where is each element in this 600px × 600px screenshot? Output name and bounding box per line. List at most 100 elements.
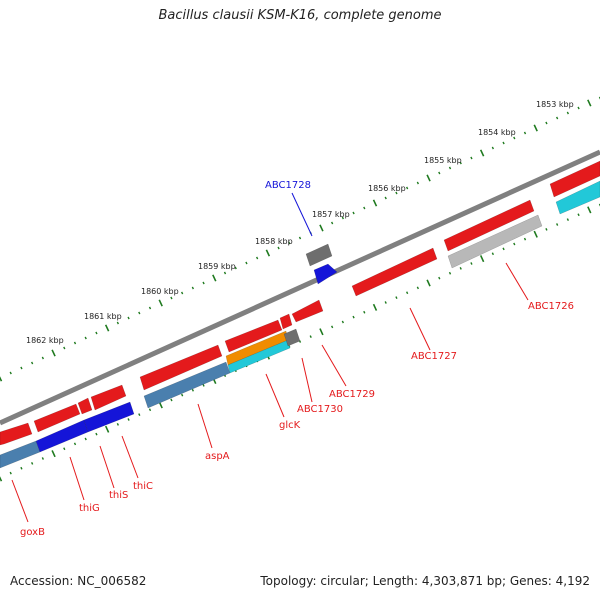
outer-scale-tick-46 (491, 146, 494, 150)
inner-scale-tick-54 (577, 213, 580, 217)
gene-label-abc1726[interactable]: ABC1726 (528, 301, 574, 312)
inner-scale-tick-41 (438, 276, 441, 280)
gene-label-abc1727[interactable]: ABC1727 (411, 351, 457, 362)
gene-thig-arrow[interactable] (33, 403, 81, 433)
outer-scale-tick-42 (448, 166, 452, 170)
gene-glck-arrow[interactable] (224, 319, 283, 353)
outer-scale-tick-45 (479, 149, 485, 157)
inner-scale-tick-36 (384, 301, 387, 304)
outer-scale-tick-35 (372, 199, 378, 207)
gene-abc1730-gray-bar[interactable] (283, 328, 301, 347)
leader-thig (69, 456, 85, 501)
inner-scale-tick-3 (31, 461, 34, 465)
gene-this-arrow[interactable] (77, 397, 93, 415)
inner-scale-tick-45 (479, 255, 485, 263)
genome-backbone (0, 149, 600, 426)
gene-abc1727-arrow[interactable] (351, 247, 438, 297)
gene-abc1729-arrow[interactable] (291, 299, 324, 323)
inner-scale-tick-50 (533, 230, 538, 238)
outer-scale-tick-22 (234, 266, 237, 270)
gene-label-abc1728[interactable]: ABC1728 (265, 180, 311, 191)
inner-scale-tick-38 (406, 291, 409, 295)
gene-label-glck[interactable]: glcK (279, 420, 301, 431)
gene-label-thig[interactable]: thiG (79, 503, 100, 514)
outer-scale-tick-33 (352, 211, 355, 215)
inner-scale-tick-2 (20, 466, 23, 470)
gene-right-red-arrow[interactable] (549, 160, 600, 198)
gene-label-this[interactable]: thiS (109, 490, 128, 501)
gene-glck-cyan-bar[interactable] (227, 339, 291, 374)
inner-scale-tick-0 (0, 476, 3, 482)
inner-scale-tick-43 (459, 266, 462, 270)
scale-label-1860: 1860 kbp (141, 287, 179, 296)
outer-scale-tick-36 (384, 196, 387, 200)
gene-abc1728-blue-arrow[interactable] (313, 263, 338, 285)
outer-scale-tick-26 (277, 246, 280, 250)
outer-scale-tick-15 (158, 299, 163, 307)
outer-scale-tick-23 (245, 261, 248, 265)
map-title: Bacillus clausii KSM-K16, complete genom… (158, 8, 442, 23)
inner-scale-tick-16 (170, 398, 173, 402)
outer-scale-tick-19 (202, 281, 205, 285)
inner-scale-tick-34 (363, 310, 366, 314)
gene-abc1728-gray-box[interactable] (305, 243, 333, 267)
inner-scale-tick-55 (587, 206, 592, 214)
inner-scale-tick-37 (395, 296, 398, 300)
outer-scale-tick-10 (104, 324, 110, 332)
gene-right-cyan-bar[interactable] (555, 180, 600, 215)
inner-scale-tick-31 (331, 325, 334, 329)
inner-scale-tick-6 (63, 447, 66, 451)
gene-aspa-arrow[interactable] (139, 344, 223, 391)
inner-scale-tick-47 (502, 247, 505, 251)
scale-label-1855: 1855 kbp (424, 156, 462, 165)
outer-scale-tick-6 (63, 346, 66, 350)
outer-scale-tick-21 (223, 271, 227, 275)
outer-scale-tick-31 (331, 221, 334, 225)
inner-scale-tick-1 (9, 471, 12, 475)
inner-scale-tick-8 (84, 437, 87, 441)
outer-scale-tick-48 (513, 136, 516, 140)
inner-scale-tick-35 (372, 303, 378, 311)
gene-label-abc1729[interactable]: ABC1729 (329, 389, 375, 400)
gene-label-thic[interactable]: thiC (133, 481, 153, 492)
outer-scale-tick-38 (406, 186, 409, 190)
gene-goxb-steel-bar[interactable] (0, 440, 41, 469)
scale-label-1857: 1857 kbp (312, 210, 350, 219)
gene-features (0, 160, 600, 469)
gene-goxb-arrow[interactable] (0, 422, 33, 446)
inner-scale-tick-32 (341, 320, 344, 324)
inner-scale-tick-48 (513, 242, 516, 246)
outer-scale-tick-16 (170, 296, 173, 300)
gene-label-goxb[interactable]: goxB (20, 527, 45, 538)
gene-label-aspa[interactable]: aspA (205, 451, 230, 462)
outer-scale-tick-53 (566, 111, 569, 115)
outer-scale-tick-14 (148, 306, 152, 310)
scale-label-1854: 1854 kbp (478, 128, 516, 137)
inner-scale-tick-13 (138, 413, 141, 417)
outer-scale-tick-25 (265, 249, 271, 257)
gene-abc1730-arrow[interactable] (279, 313, 293, 330)
outer-scale-tick-34 (363, 206, 366, 210)
scale-label-1853: 1853 kbp (536, 100, 574, 109)
inner-scale-tick-39 (416, 286, 419, 290)
inner-scale-tick-17 (181, 393, 184, 397)
outer-scale-tick-39 (416, 181, 419, 185)
gene-thic-blue-bar[interactable] (83, 401, 135, 433)
gene-abc1726-gray-bar[interactable] (447, 214, 543, 269)
inner-scale-tick-52 (556, 223, 559, 226)
inner-scale-tick-9 (95, 432, 98, 436)
inner-scale-tick-51 (545, 227, 548, 231)
gene-label-abc1730[interactable]: ABC1730 (297, 404, 343, 415)
gene-abc1726-arrow[interactable] (443, 199, 535, 252)
outer-scale-tick-0 (0, 376, 3, 382)
inner-scale-tick-19 (202, 383, 205, 387)
gene-thic-arrow[interactable] (90, 384, 127, 411)
gene-labels: ABC1728 ABC1726 ABC1727 ABC1729 ABC1730 … (20, 180, 574, 538)
inner-scale-tick-14 (148, 408, 152, 412)
inner-scale-tick-42 (448, 271, 452, 275)
outer-scale-tick-18 (191, 286, 194, 290)
outer-scale-tick-54 (577, 106, 580, 110)
inner-scale-tick-53 (566, 218, 569, 222)
inner-scale-tick-33 (352, 315, 355, 319)
